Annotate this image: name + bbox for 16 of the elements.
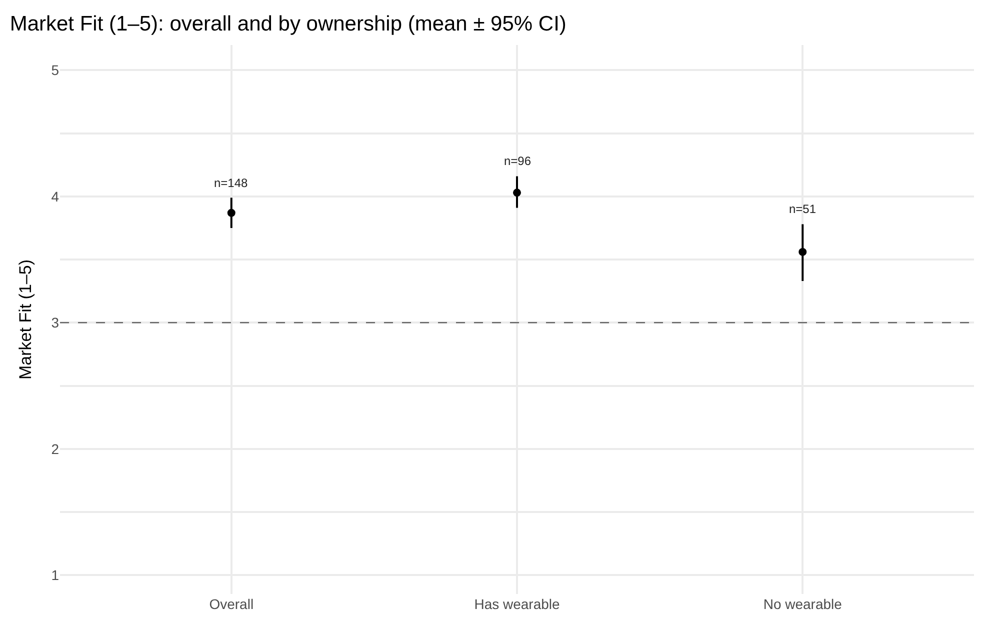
y-tick-label: 1: [51, 566, 60, 583]
y-tick-label: 2: [51, 440, 60, 457]
x-tick-label: No wearable: [763, 596, 842, 612]
annotation: n=96: [504, 154, 532, 168]
chart-title: Market Fit (1–5): overall and by ownership (mean ± 95% CI): [10, 12, 566, 36]
y-tick-label: 3: [51, 314, 60, 331]
point: [227, 208, 236, 217]
x-tick-label: Has wearable: [474, 596, 560, 612]
annotation: n=51: [789, 202, 816, 216]
y-tick-label: 5: [51, 62, 60, 78]
y-axis-title: Market Fit (1–5): [16, 260, 35, 380]
point: [513, 188, 521, 197]
x-tick-label: Overall: [209, 596, 254, 612]
y-tick-label: 4: [51, 188, 60, 204]
point: [798, 248, 807, 256]
annotation: n=148: [214, 176, 248, 190]
